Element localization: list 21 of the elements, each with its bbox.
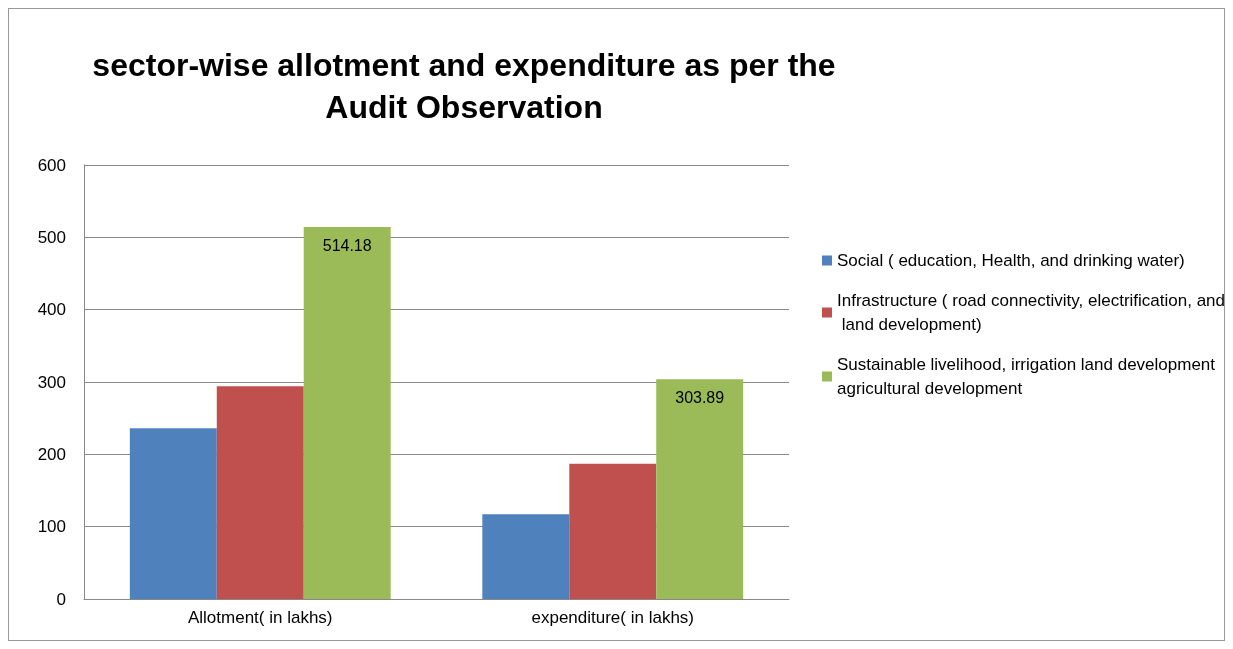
y-tick-label: 300 [37, 372, 66, 392]
bar [482, 514, 570, 599]
y-tick-label: 200 [37, 444, 66, 464]
y-tick-label: 0 [56, 589, 66, 609]
bar [656, 379, 744, 599]
data-label: 303.89 [675, 388, 725, 406]
chart-title: sector-wise allotment and expenditure as per the Audit Observation [92, 47, 836, 125]
legend-label: Sustainable livelihood, irrigation land development agricultural development [837, 355, 1220, 398]
x-tick-label: expenditure( in lakhs) [531, 608, 695, 627]
y-tick-label: 400 [37, 300, 66, 320]
x-tick-label: Allotment( in lakhs) [187, 608, 333, 627]
data-label: 514.18 [322, 236, 372, 254]
y-tick-label: 500 [37, 227, 66, 247]
bar [216, 386, 304, 599]
legend-label: Social ( education, Health, and drinking water) [837, 251, 1185, 270]
bar [129, 428, 217, 599]
y-tick-label: 100 [37, 517, 66, 537]
legend-label: Infrastructure ( road connectivity, electrification, and land development) [837, 291, 1226, 334]
bar [569, 463, 657, 599]
y-tick-label: 600 [37, 155, 66, 175]
bar [303, 227, 391, 599]
